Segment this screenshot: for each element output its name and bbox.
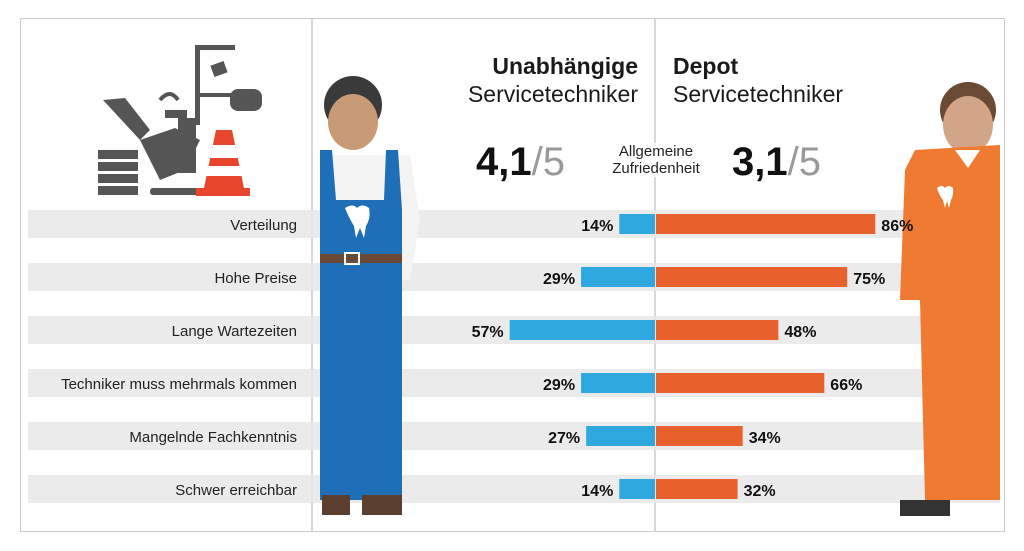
category-label: Schwer erreichbar — [175, 482, 297, 499]
satisfaction-label-line1: Allgemeine — [618, 143, 694, 160]
value-label-independent: 29% — [543, 271, 575, 288]
category-label: Verteilung — [230, 217, 297, 234]
bar-independent — [581, 373, 655, 393]
category-label: Lange Wartezeiten — [172, 323, 297, 340]
value-label-independent: 14% — [581, 483, 613, 500]
value-label-independent: 29% — [543, 377, 575, 394]
header-depot: Depot Servicetechniker — [673, 52, 843, 108]
score-value: 4,1 — [476, 140, 532, 184]
category-label: Mangelnde Fachkenntnis — [129, 429, 297, 446]
technician-orange-suit-icon — [900, 82, 1000, 516]
traffic-cone-icon — [196, 130, 250, 196]
score-denominator: /5 — [531, 140, 565, 184]
value-label-depot: 75% — [853, 271, 885, 288]
bar-depot — [656, 479, 738, 499]
value-label-independent: 14% — [581, 218, 613, 235]
satisfaction-label: Allgemeine Zufriedenheit — [598, 143, 714, 177]
row-band — [28, 422, 1000, 450]
score-depot: 3,1/5 — [732, 140, 821, 185]
bar-independent — [509, 320, 655, 340]
value-label-independent: 27% — [548, 430, 580, 447]
infographic-frame — [20, 18, 1005, 532]
value-label-depot: 48% — [784, 324, 816, 341]
score-denominator: /5 — [787, 140, 821, 184]
value-label-depot: 86% — [881, 218, 913, 235]
bar-depot — [656, 426, 743, 446]
header-depot-normal: Servicetechniker — [673, 81, 844, 107]
category-label: Hohe Preise — [214, 270, 297, 287]
bar-independent — [619, 479, 655, 499]
bar-independent — [619, 214, 655, 234]
score-value: 3,1 — [732, 140, 788, 184]
value-label-depot: 32% — [744, 483, 776, 500]
value-label-depot: 66% — [830, 377, 862, 394]
value-label-independent: 57% — [472, 324, 504, 341]
tooth-icon — [345, 205, 370, 238]
header-independent-normal: Servicetechniker — [467, 81, 638, 107]
technician-blue-overalls-icon — [320, 76, 420, 515]
category-label: Techniker muss mehrmals kommen — [61, 376, 297, 393]
row-band — [28, 475, 1000, 503]
dental-chair-icon — [98, 45, 262, 195]
bar-depot — [656, 214, 876, 234]
bar-depot — [656, 267, 848, 287]
bar-depot — [656, 320, 779, 340]
header-depot-bold: Depot — [673, 53, 739, 79]
score-independent: 4,1/5 — [476, 140, 565, 185]
header-independent: Unabhängige Servicetechniker — [468, 52, 638, 108]
satisfaction-label-line2: Zufriedenheit — [612, 160, 700, 177]
bar-depot — [656, 373, 825, 393]
row-band — [28, 369, 1000, 397]
bar-independent — [586, 426, 655, 446]
tooth-icon — [937, 186, 954, 208]
bar-independent — [581, 267, 655, 287]
header-independent-bold: Unabhängige — [492, 53, 638, 79]
value-label-depot: 34% — [749, 430, 781, 447]
